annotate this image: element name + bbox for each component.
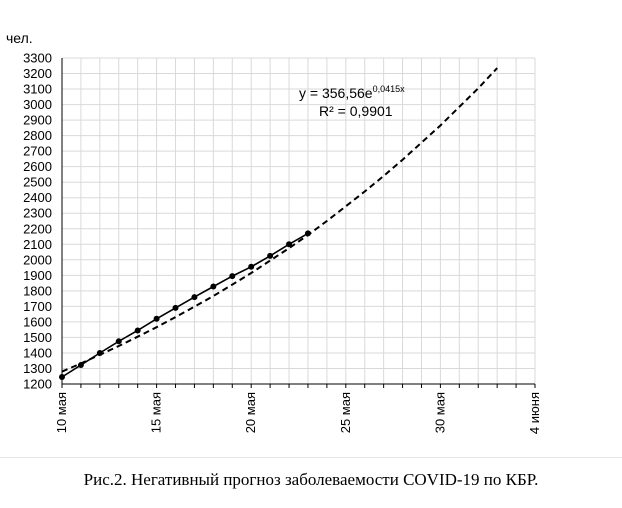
actual-point — [134, 327, 141, 334]
actual-point — [172, 304, 179, 311]
y-tick-label: 1400 — [23, 345, 52, 360]
y-axis-ticks: 1200130014001500160017001800190020002100… — [23, 51, 52, 392]
y-tick-label: 1800 — [23, 283, 52, 298]
y-tick-label: 1200 — [23, 377, 52, 392]
trend-r-squared: R² = 0,9901 — [319, 103, 393, 119]
actual-point — [210, 283, 217, 290]
y-tick-label: 2700 — [23, 144, 52, 159]
actual-point — [115, 338, 122, 345]
y-tick-label: 2900 — [23, 113, 52, 128]
y-tick-label: 2400 — [23, 190, 52, 205]
actual-point — [248, 263, 255, 270]
x-tick-label: 30 мая — [432, 392, 447, 433]
trend-equation-main: y = 356,56e — [299, 85, 373, 101]
figure-caption: Рис.2. Негативный прогноз заболеваемости… — [83, 470, 539, 489]
x-tick-label: 15 мая — [149, 392, 164, 433]
y-tick-label: 2300 — [23, 206, 52, 221]
y-tick-label: 2800 — [23, 128, 52, 143]
y-tick-label: 3000 — [23, 97, 52, 112]
chart: 1200130014001500160017001800190020002100… — [6, 30, 542, 434]
actual-point — [267, 252, 274, 259]
x-tick-label: 25 мая — [338, 392, 353, 433]
x-tick-label: 10 мая — [54, 392, 69, 433]
caption-separator — [0, 457, 622, 458]
series-layer — [59, 67, 498, 381]
y-tick-label: 2000 — [23, 252, 52, 267]
trend-line — [62, 67, 498, 373]
y-tick-label: 1700 — [23, 299, 52, 314]
y-tick-label: 1300 — [23, 361, 52, 376]
actual-point — [229, 273, 236, 280]
actual-point — [153, 315, 160, 322]
trend-equation-exponent: 0,0415x — [373, 84, 406, 94]
x-axis-ticks: 10 мая 15 мая 20 мая 25 мая 30 мая 4 июня — [54, 384, 542, 434]
y-axis-label: чел. — [6, 30, 33, 46]
actual-line — [61, 232, 309, 378]
y-tick-label: 1900 — [23, 268, 52, 283]
grid — [61, 57, 536, 385]
actual-point — [191, 294, 198, 301]
actual-point — [59, 374, 65, 381]
x-tick-label: 20 мая — [243, 392, 258, 433]
y-tick-label: 2200 — [23, 221, 52, 236]
y-tick-label: 3200 — [23, 66, 52, 81]
y-tick-label: 2500 — [23, 175, 52, 190]
actual-point — [286, 241, 293, 248]
y-tick-label: 2600 — [23, 159, 52, 174]
y-tick-label: 3300 — [23, 51, 52, 66]
y-tick-label: 3100 — [23, 82, 52, 97]
trend-equation: y = 356,56e0,0415x — [299, 84, 405, 101]
y-tick-label: 1500 — [23, 330, 52, 345]
y-tick-label: 1600 — [23, 314, 52, 329]
y-tick-label: 2100 — [23, 237, 52, 252]
x-tick-label: 4 июня — [527, 392, 542, 434]
